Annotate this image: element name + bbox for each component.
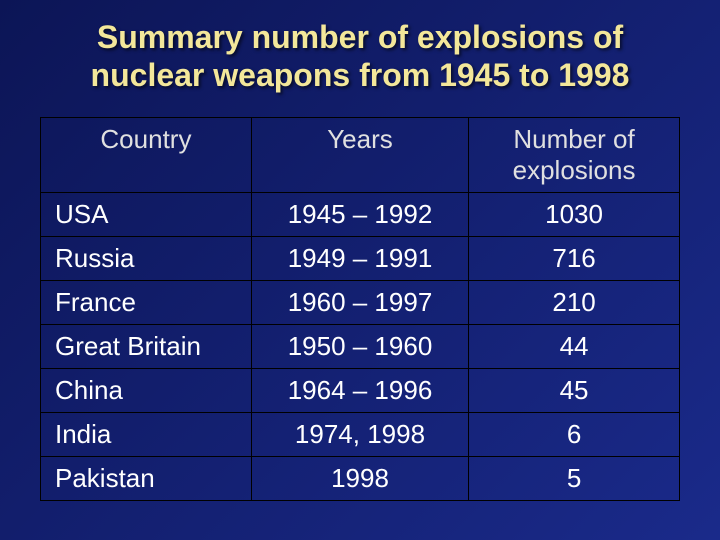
table-row: Great Britain1950 – 196044 bbox=[41, 324, 680, 368]
table-header-country: Country bbox=[41, 117, 252, 192]
cell-country: China bbox=[41, 368, 252, 412]
data-table: Country Years Number of explosions USA19… bbox=[40, 117, 680, 501]
cell-num: 5 bbox=[469, 456, 680, 500]
cell-country: Russia bbox=[41, 236, 252, 280]
slide-title: Summary number of explosions of nuclear … bbox=[40, 18, 680, 95]
slide: Summary number of explosions of nuclear … bbox=[0, 0, 720, 540]
cell-country: Great Britain bbox=[41, 324, 252, 368]
cell-num: 6 bbox=[469, 412, 680, 456]
table-row: USA1945 – 19921030 bbox=[41, 192, 680, 236]
table-header-years: Years bbox=[251, 117, 468, 192]
cell-country: USA bbox=[41, 192, 252, 236]
cell-country: Pakistan bbox=[41, 456, 252, 500]
table-row: China1964 – 199645 bbox=[41, 368, 680, 412]
cell-num: 44 bbox=[469, 324, 680, 368]
cell-num: 716 bbox=[469, 236, 680, 280]
cell-years: 1964 – 1996 bbox=[251, 368, 468, 412]
cell-years: 1949 – 1991 bbox=[251, 236, 468, 280]
cell-num: 45 bbox=[469, 368, 680, 412]
table-row: Russia1949 – 1991716 bbox=[41, 236, 680, 280]
table-header-row: Country Years Number of explosions bbox=[41, 117, 680, 192]
cell-num: 1030 bbox=[469, 192, 680, 236]
cell-country: India bbox=[41, 412, 252, 456]
cell-years: 1950 – 1960 bbox=[251, 324, 468, 368]
table-body: USA1945 – 19921030Russia1949 – 1991716Fr… bbox=[41, 192, 680, 500]
table-row: India1974, 19986 bbox=[41, 412, 680, 456]
table-row: France1960 – 1997210 bbox=[41, 280, 680, 324]
cell-years: 1998 bbox=[251, 456, 468, 500]
cell-years: 1960 – 1997 bbox=[251, 280, 468, 324]
cell-years: 1945 – 1992 bbox=[251, 192, 468, 236]
table-row: Pakistan19985 bbox=[41, 456, 680, 500]
cell-years: 1974, 1998 bbox=[251, 412, 468, 456]
cell-country: France bbox=[41, 280, 252, 324]
cell-num: 210 bbox=[469, 280, 680, 324]
table-header-num: Number of explosions bbox=[469, 117, 680, 192]
